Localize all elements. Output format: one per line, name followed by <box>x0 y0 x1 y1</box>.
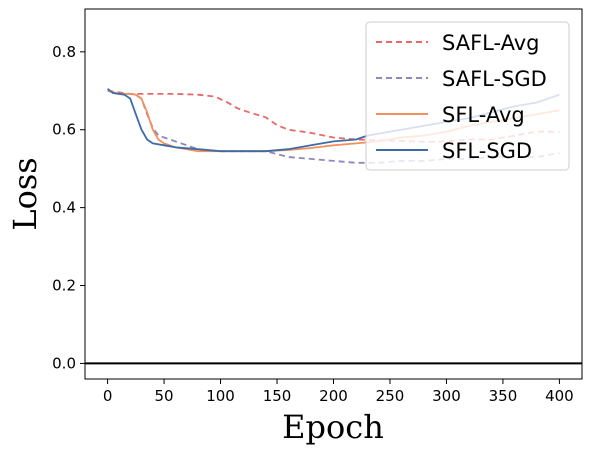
x-axis: 0 50 100 150 200 250 300 350 400 <box>103 379 574 405</box>
y-tick-label: 0.8 <box>52 43 76 61</box>
legend-label-safl-avg: SAFL-Avg <box>442 31 540 55</box>
y-tick-label: 0.0 <box>52 354 76 372</box>
x-tick-label: 200 <box>319 387 348 405</box>
x-tick-label: 150 <box>263 387 292 405</box>
y-tick-label: 0.6 <box>52 121 76 139</box>
y-tick-label: 0.2 <box>52 277 76 295</box>
x-tick-label: 0 <box>103 387 113 405</box>
series-line-safl-avg <box>107 89 560 143</box>
x-tick-label: 100 <box>206 387 235 405</box>
x-tick-label: 250 <box>376 387 405 405</box>
legend-label-safl-sgd: SAFL-SGD <box>442 67 547 91</box>
legend-frame <box>365 21 570 171</box>
x-tick-label: 350 <box>489 387 518 405</box>
x-tick-label: 50 <box>155 387 174 405</box>
x-tick-label: 400 <box>545 387 574 405</box>
x-tick-label: 300 <box>432 387 461 405</box>
y-tick-label: 0.4 <box>52 199 76 217</box>
legend: SAFL-Avg SAFL-SGD SFL-Avg SFL-SGD <box>365 21 570 171</box>
y-axis-title: Loss <box>6 157 44 230</box>
x-axis-title: Epoch <box>282 408 384 446</box>
y-axis: 0.0 0.2 0.4 0.6 0.8 <box>52 43 85 372</box>
legend-label-sfl-sgd: SFL-SGD <box>442 139 532 163</box>
legend-label-sfl-avg: SFL-Avg <box>442 103 525 127</box>
